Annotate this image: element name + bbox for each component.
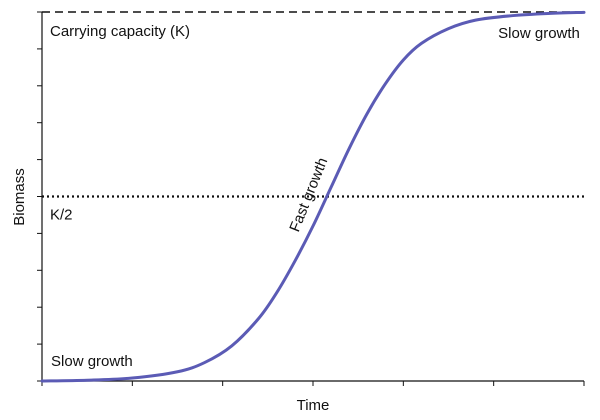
annotation-1: Fast growth [286,155,331,234]
reference-lines: Carrying capacity (K) K/2 [42,11,584,224]
y-axis-label: Biomass [11,168,28,226]
reference-label-1: K/2 [50,207,73,224]
annotation-0: Slow growth [51,353,133,370]
ticks [37,11,585,386]
annotation-2: Slow growth [498,25,580,42]
reference-label-0: Carrying capacity (K) [50,23,190,40]
series-line-0 [40,10,586,383]
annotations: Slow growth Fast growth Slow growth [51,25,580,370]
series-group [40,10,586,383]
x-axis-label: Time [297,397,330,414]
